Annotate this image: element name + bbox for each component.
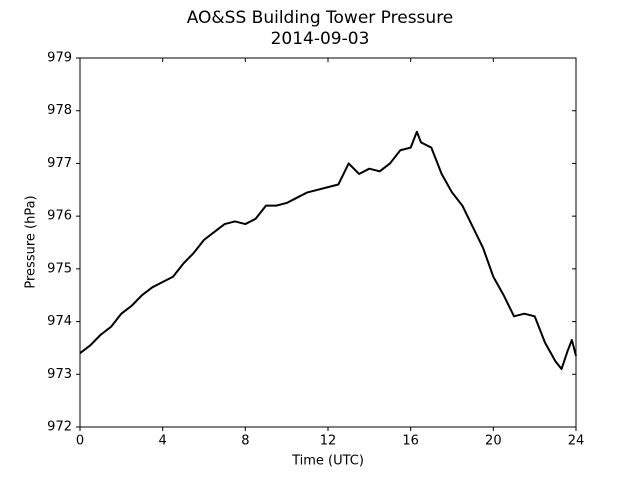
plot-frame bbox=[79, 57, 577, 428]
y-tick-label: 973 bbox=[47, 367, 72, 382]
y-tick-label: 974 bbox=[47, 314, 72, 329]
y-axis-label: Pressure (hPa) bbox=[24, 195, 39, 288]
chart-title: AO&SS Building Tower Pressure bbox=[187, 8, 454, 28]
x-tick-label: 0 bbox=[76, 434, 84, 449]
x-tick-label: 16 bbox=[402, 434, 419, 449]
data-line bbox=[79, 130, 577, 371]
y-tick-label: 975 bbox=[47, 261, 72, 276]
x-axis-label: Time (UTC) bbox=[291, 454, 364, 469]
x-tick-label: 12 bbox=[320, 434, 337, 449]
x-tick-label: 8 bbox=[241, 434, 249, 449]
x-tick-label: 24 bbox=[568, 434, 585, 449]
y-tick-label: 972 bbox=[47, 420, 72, 435]
y-tick-label: 976 bbox=[47, 209, 72, 224]
y-tick-label: 979 bbox=[47, 51, 72, 66]
x-tick-label: 4 bbox=[159, 434, 167, 449]
y-tick-label: 977 bbox=[47, 156, 72, 171]
chart-subtitle: 2014-09-03 bbox=[271, 29, 370, 49]
y-tick-label: 978 bbox=[47, 103, 72, 118]
x-tick-label: 20 bbox=[485, 434, 502, 449]
